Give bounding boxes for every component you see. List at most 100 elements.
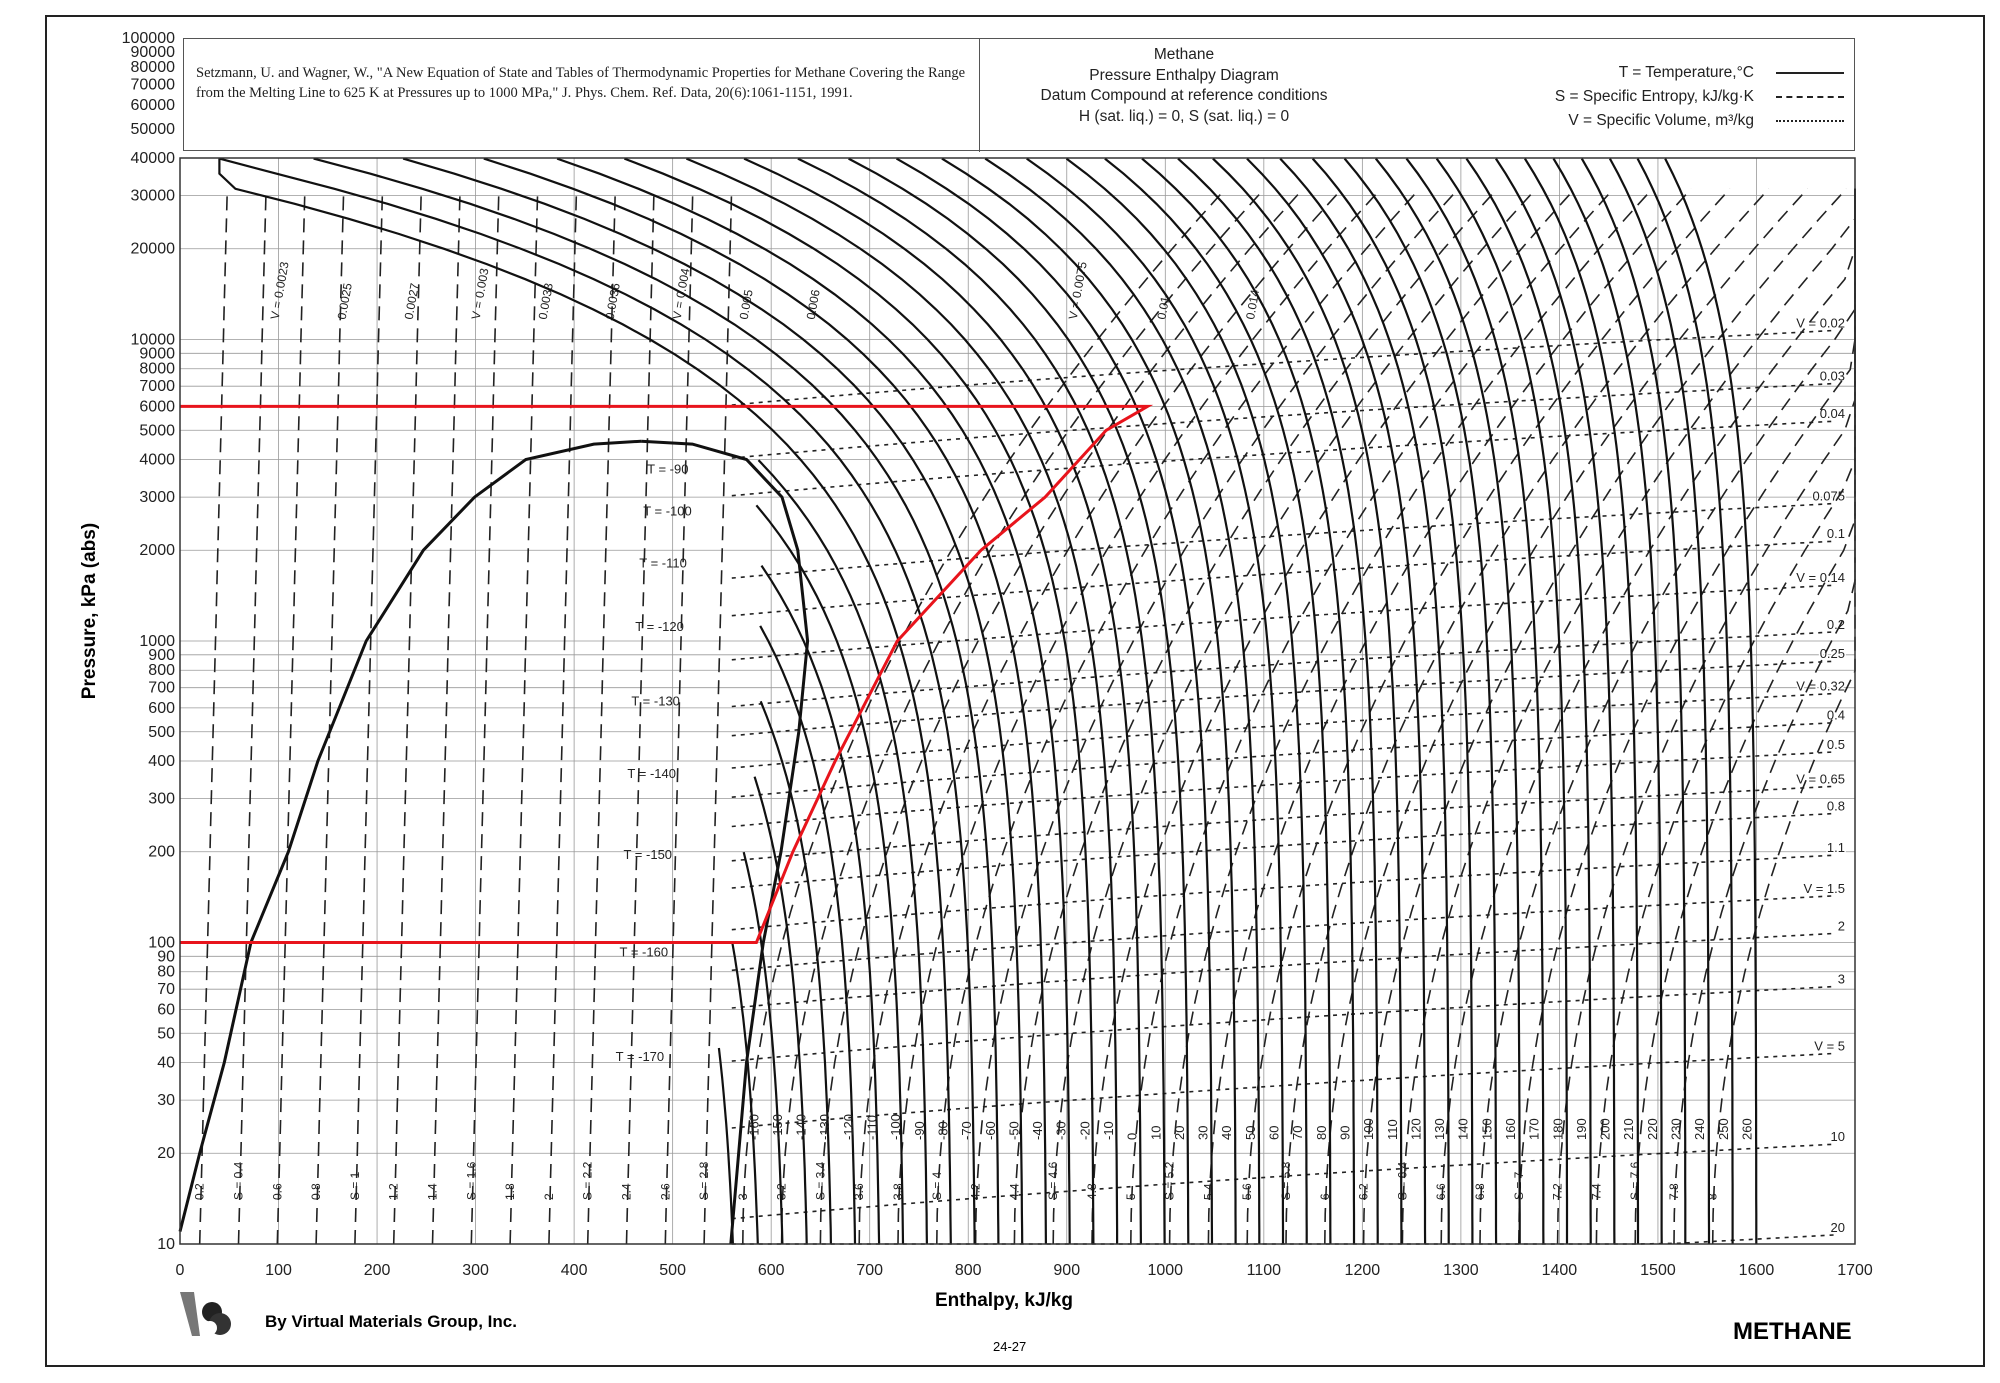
isotherm-line	[1311, 157, 1474, 1244]
volume-label: 0.075	[1812, 489, 1845, 504]
x-tick-label: 500	[659, 1262, 686, 1279]
y-tick-label: 10	[157, 1236, 175, 1253]
entropy-line	[1324, 188, 1809, 1245]
volume-line	[731, 420, 1836, 497]
entropy-line	[936, 188, 1421, 1245]
volume-label: V = 1.5	[1803, 881, 1845, 896]
isotherm-line	[219, 157, 976, 1245]
isotherm-line	[1465, 157, 1592, 1244]
entropy-label: S = 7.6	[1628, 1161, 1642, 1200]
dotted-line-swatch	[1776, 120, 1844, 122]
y-tick-label: 4000	[139, 451, 175, 468]
entropy-line	[974, 188, 1459, 1245]
entropy-label: 3	[736, 1193, 750, 1200]
isotherm-line	[984, 157, 1261, 1244]
y-tick-label: 50	[157, 1025, 175, 1042]
isotherm-line	[1435, 157, 1569, 1244]
entropy-line	[509, 188, 539, 1245]
entropy-label: S = 4	[930, 1171, 944, 1200]
isotherm-line	[556, 157, 1071, 1245]
entropy-line	[1091, 188, 1576, 1245]
isotherm-label: -160	[746, 1114, 761, 1140]
isotherm-label: -80	[935, 1121, 950, 1140]
isotherm-line	[895, 157, 1214, 1245]
volume-line	[731, 382, 1836, 459]
entropy-label: S = 5.2	[1163, 1161, 1177, 1200]
dome-isotherm-label: T = -120	[635, 619, 684, 634]
isotherm-label: 220	[1645, 1118, 1660, 1140]
entropy-line	[1013, 188, 1498, 1245]
volume-line	[731, 985, 1836, 1062]
entropy-label: 2.4	[619, 1183, 633, 1200]
isotherm-line	[1343, 157, 1498, 1245]
y-tick-label: 20000	[131, 241, 176, 258]
y-tick-label: 100000	[122, 30, 175, 47]
entropy-line	[1440, 188, 1856, 1245]
y-tick-label: 60	[157, 1001, 175, 1018]
y-tick-label: 300	[148, 791, 175, 808]
volume-label: V = 0.65	[1796, 771, 1845, 786]
volume-label-top: 0.0025	[335, 282, 355, 321]
x-tick-label: 600	[758, 1262, 785, 1279]
y-tick-label: 30	[157, 1092, 175, 1109]
isotherm-label: -130	[817, 1114, 832, 1140]
entropy-line	[819, 188, 1304, 1245]
header-box: Setzmann, U. and Wagner, W., "A New Equa…	[183, 38, 1855, 152]
isotherm-label: 90	[1337, 1126, 1352, 1140]
isotherm-line	[1212, 157, 1403, 1244]
y-tick-label: 50000	[131, 121, 176, 138]
isotherm-label: 140	[1456, 1118, 1471, 1140]
volume-label-top: 0.006	[804, 288, 823, 320]
volume-line	[731, 502, 1836, 579]
entropy-label: 5	[1124, 1193, 1138, 1200]
isotherm-label: -110	[865, 1115, 880, 1140]
dome-isotherm-label: T = -140	[627, 766, 676, 781]
page-number: 24-27	[993, 1339, 1027, 1354]
isotherm-label: -60	[983, 1121, 998, 1140]
isotherm-line	[941, 157, 1237, 1244]
isotherm-line	[1279, 157, 1450, 1244]
isotherm-line	[1177, 157, 1379, 1244]
isotherm-line	[1523, 158, 1640, 1244]
isotherm-label: 180	[1550, 1118, 1565, 1140]
entropy-label: S = 4.6	[1046, 1161, 1060, 1200]
entropy-line	[625, 188, 655, 1245]
legend-label: T = Temperature,°C	[1618, 64, 1754, 81]
title-line: Datum Compound at reference conditions	[1040, 87, 1328, 104]
isotherm-label: 40	[1219, 1126, 1234, 1140]
isotherm-label: 120	[1408, 1118, 1423, 1140]
volume-label: 0.4	[1827, 708, 1845, 723]
y-tick-label: 600	[148, 700, 175, 717]
isotherm-label: 170	[1527, 1118, 1542, 1140]
isotherm-label: 0	[1125, 1133, 1140, 1140]
isotherm-line	[1026, 157, 1285, 1244]
entropy-label: 1.8	[503, 1183, 517, 1200]
volume-label: 10	[1831, 1129, 1845, 1144]
y-tick-label: 30000	[131, 188, 176, 205]
isotherm-label: 80	[1314, 1126, 1329, 1140]
isotherm-line	[624, 157, 1095, 1245]
x-tick-label: 1300	[1443, 1262, 1479, 1279]
isotherm-label: 150	[1479, 1118, 1494, 1140]
volume-label: V = 5	[1814, 1038, 1845, 1053]
entropy-line	[1518, 188, 1856, 1245]
entropy-line	[354, 188, 384, 1245]
volume-label-top: V = 0.0023	[268, 260, 292, 320]
dome-isotherm-label: T = -150	[623, 847, 672, 862]
y-tick-label: 100	[148, 935, 175, 952]
isotherm-line	[1374, 157, 1521, 1244]
page-frame	[45, 15, 1985, 1367]
x-tick-label: 700	[856, 1262, 883, 1279]
y-tick-label: 500	[148, 724, 175, 741]
dome-isotherm-label: T = -170	[616, 1049, 665, 1064]
y-tick-label: 40	[157, 1054, 175, 1071]
isotherm-line	[1636, 158, 1734, 1244]
isotherm-line	[1405, 157, 1545, 1245]
entropy-line	[1362, 188, 1847, 1245]
header-divider	[979, 39, 980, 152]
isotherm-label: -50	[1006, 1121, 1021, 1140]
x-tick-label: 300	[462, 1262, 489, 1279]
isotherm-line	[218, 158, 952, 1245]
volume-label: 0.03	[1820, 369, 1845, 384]
entropy-label: S = 6.4	[1395, 1161, 1409, 1200]
